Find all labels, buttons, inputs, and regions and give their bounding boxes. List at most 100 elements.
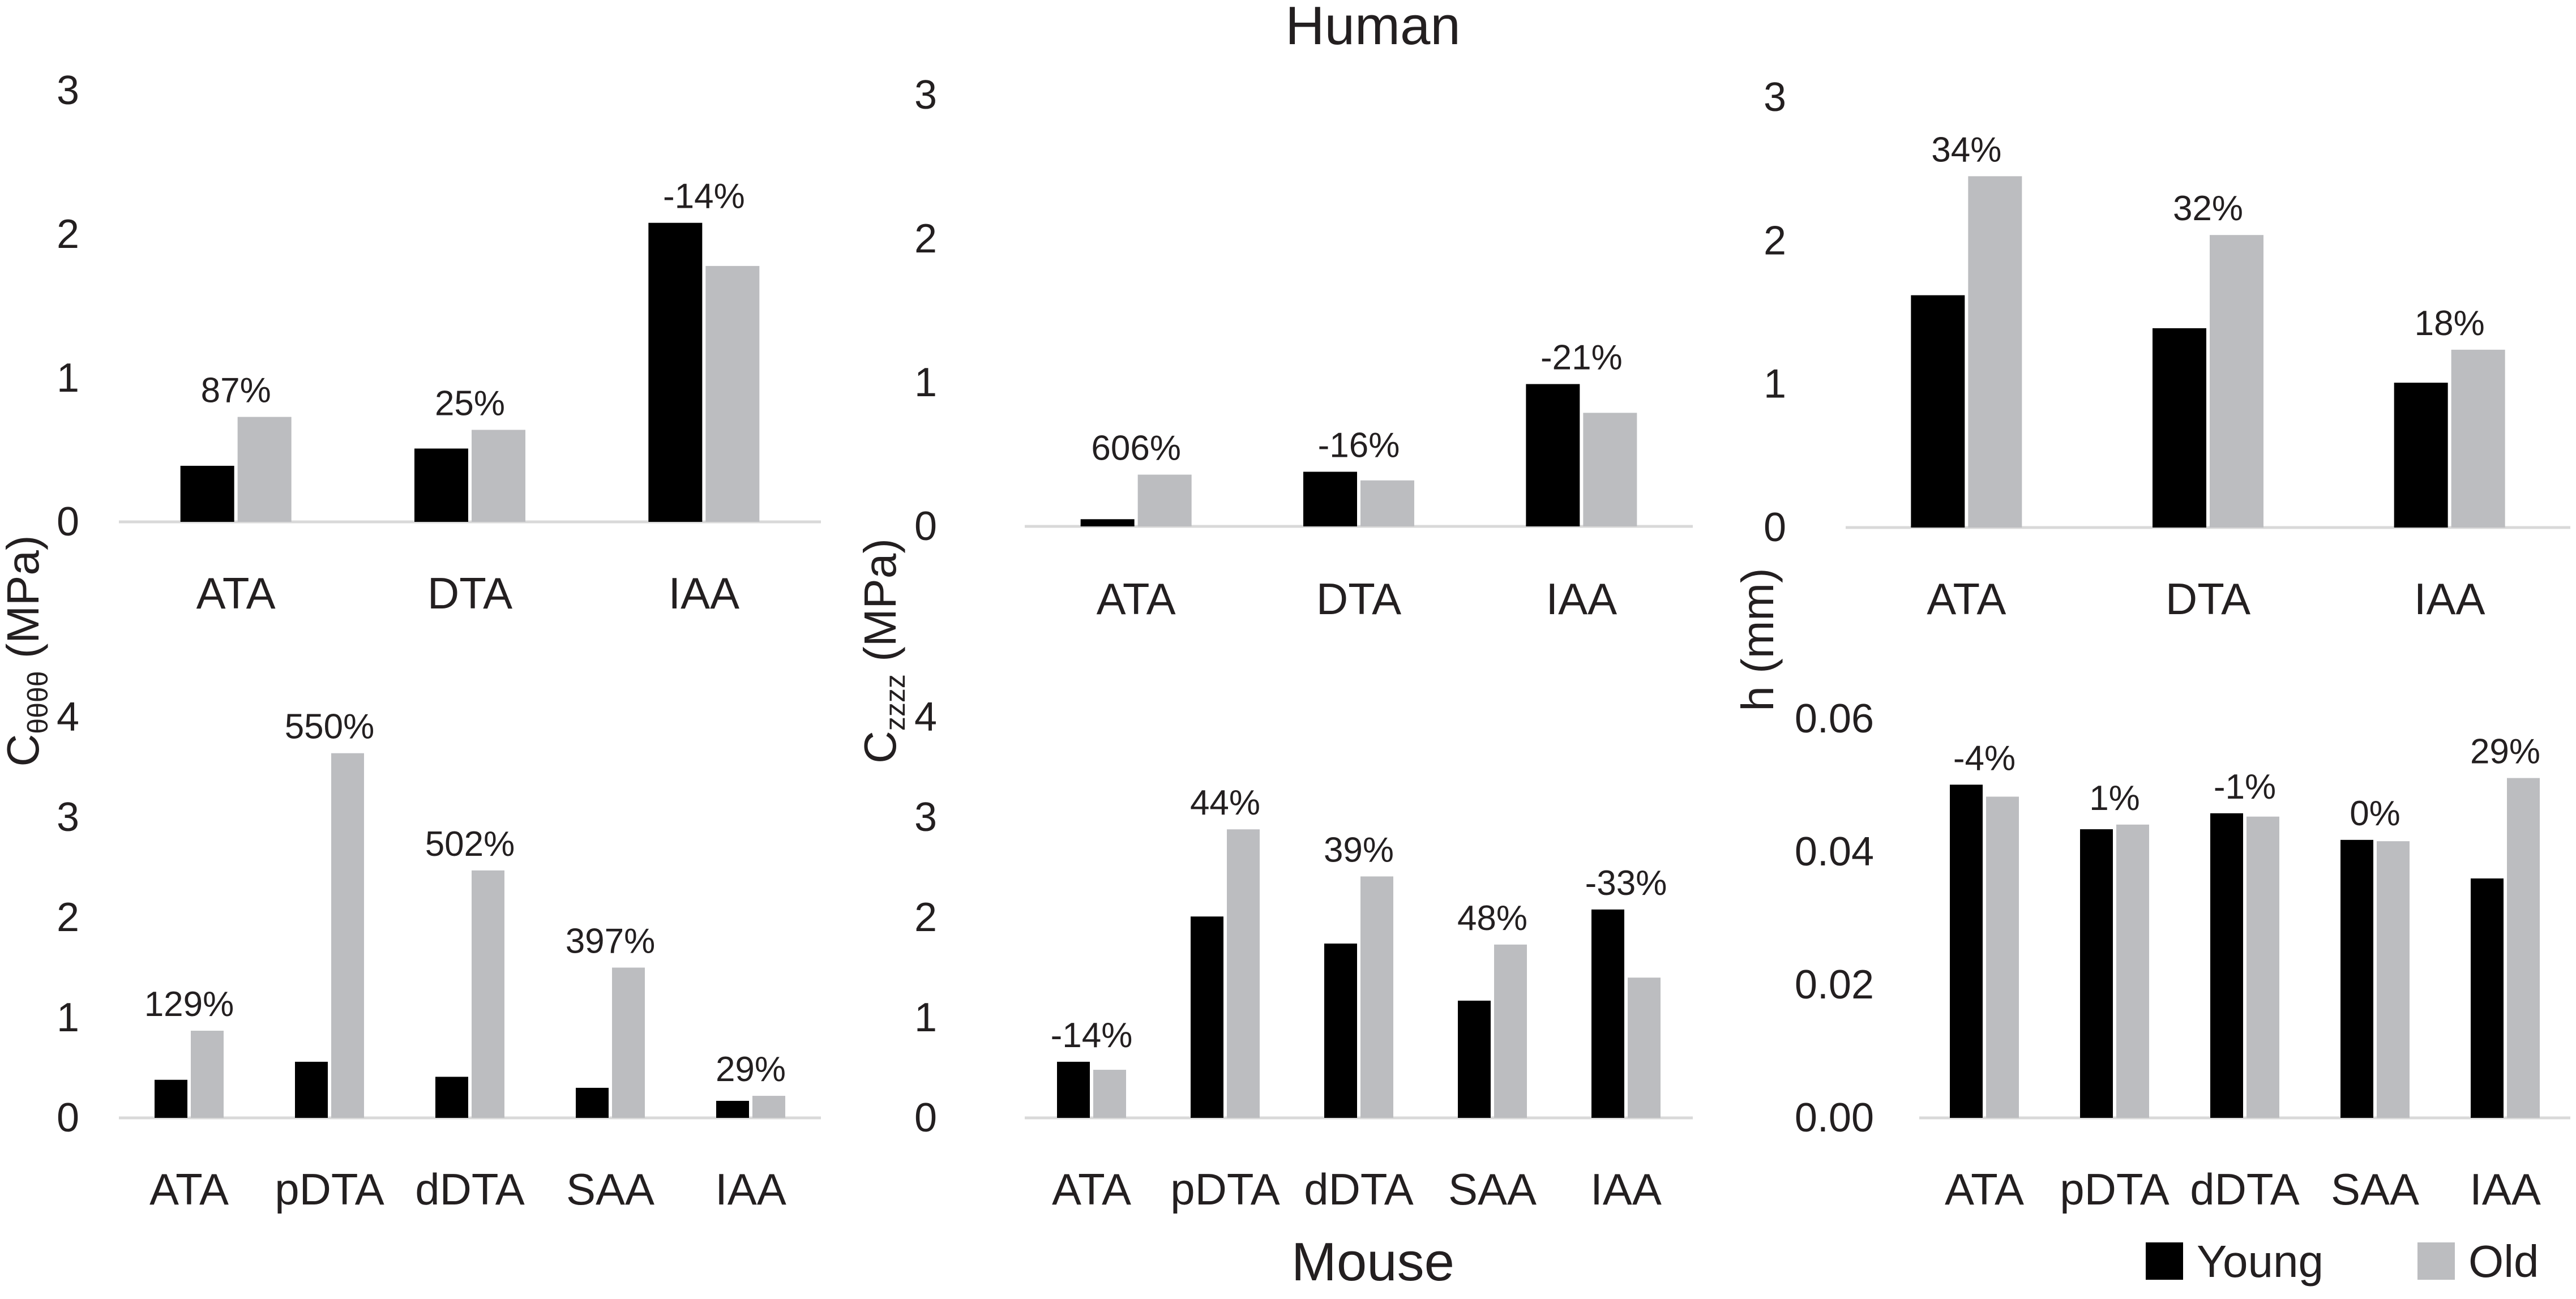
- y-tick-label: 3: [914, 795, 937, 840]
- y-tick-label: 2: [914, 216, 937, 261]
- bar-old: [331, 753, 364, 1118]
- x-category-label: ATA: [149, 1164, 229, 1214]
- x-category-label: DTA: [2166, 574, 2250, 624]
- legend-old-label: Old: [2468, 1236, 2539, 1287]
- x-category-label: dDTA: [1304, 1164, 1414, 1214]
- percent-change-label: 25%: [435, 384, 505, 423]
- bar-old: [1583, 413, 1637, 526]
- panel-human_h: 0 1 2 3 34% ATA 32% DTA 18% IAA: [1764, 75, 2570, 624]
- bar-young: [2153, 328, 2206, 528]
- percent-change-label: 39%: [1324, 830, 1394, 869]
- bar-young: [155, 1079, 187, 1118]
- y-tick-label: 0: [57, 1095, 79, 1141]
- ylabel-c-z-sub: zzzz: [879, 674, 911, 731]
- bar-old: [2246, 816, 2279, 1118]
- bar-young: [2394, 383, 2448, 528]
- x-category-label: ATA: [196, 568, 276, 618]
- bar-young: [1526, 384, 1580, 526]
- y-tick-label: 0: [57, 499, 79, 545]
- ylabel-c-z-main: C: [855, 731, 905, 764]
- x-category-label: ATA: [1052, 1164, 1131, 1214]
- x-category-label: ATA: [1945, 1164, 2024, 1214]
- x-category-label: IAA: [1546, 574, 1617, 624]
- x-category-label: SAA: [566, 1164, 654, 1214]
- percent-change-label: 48%: [1457, 899, 1527, 938]
- x-category-label: pDTA: [2060, 1164, 2170, 1214]
- bar-old: [752, 1096, 785, 1118]
- percent-change-label: 34%: [1931, 130, 2001, 169]
- panel-mouse_c_theta: 0 1 2 3 4 129% ATA 550% pDTA 502% dDTA 397% SAA 29% IA…: [57, 694, 821, 1214]
- bar-old: [2210, 235, 2263, 528]
- bar-old: [2507, 778, 2540, 1118]
- y-tick-label: 3: [914, 72, 937, 118]
- x-category-label: DTA: [427, 568, 512, 618]
- legend-young-swatch: [2146, 1242, 2183, 1280]
- bar-young: [180, 465, 234, 522]
- ylabel-c-theta-unit: (MPa): [0, 535, 48, 671]
- x-category-label: SAA: [2331, 1164, 2419, 1214]
- x-category-label: IAA: [2414, 574, 2485, 624]
- bar-young: [1911, 295, 1965, 528]
- y-tick-label: 4: [57, 694, 79, 740]
- y-tick-label: 3: [1764, 75, 1786, 120]
- bar-young: [295, 1061, 328, 1118]
- bar-old: [1360, 480, 1414, 526]
- bar-old: [1968, 176, 2022, 528]
- bar-young: [1324, 944, 1357, 1118]
- percent-change-label: 44%: [1190, 783, 1260, 822]
- y-tick-label: 1: [1764, 362, 1786, 407]
- y-tick-label: 3: [57, 68, 79, 113]
- bar-old: [2377, 841, 2410, 1118]
- percent-change-label: 397%: [566, 922, 656, 961]
- y-tick-label: 1: [914, 995, 937, 1040]
- x-category-label: SAA: [1448, 1164, 1537, 1214]
- percent-change-label: -14%: [663, 177, 745, 216]
- x-category-label: ATA: [1927, 574, 2006, 624]
- ylabel-h: h (mm): [1732, 568, 1783, 711]
- y-tick-label: 0: [914, 504, 937, 549]
- bar-old: [472, 430, 525, 522]
- x-category-label: ATA: [1097, 574, 1176, 624]
- percent-change-label: 550%: [285, 708, 375, 747]
- bar-old: [2451, 349, 2505, 528]
- y-tick-label: 4: [914, 694, 937, 740]
- percent-change-label: -14%: [1051, 1016, 1133, 1055]
- legend: Young Old: [2146, 1236, 2539, 1287]
- percent-change-label: 18%: [2415, 304, 2485, 343]
- bar-old: [237, 417, 292, 522]
- panel-mouse_c_z: 0 1 2 3 4 -14% ATA 44% pDTA 39% dDTA 48% SAA -33% IAA: [914, 694, 1693, 1214]
- bar-old: [1360, 876, 1393, 1118]
- x-category-label: DTA: [1316, 574, 1401, 624]
- bar-young: [1191, 916, 1223, 1118]
- bar-young: [2471, 878, 2504, 1118]
- percent-change-label: -21%: [1541, 338, 1623, 378]
- ylabel-c-theta: Cθθθθ (MPa): [0, 535, 54, 766]
- bar-old: [1137, 474, 1192, 526]
- legend-old-swatch: [2417, 1242, 2455, 1280]
- y-tick-label: 2: [914, 895, 937, 940]
- bar-young: [2340, 839, 2373, 1118]
- percent-change-label: 129%: [144, 985, 234, 1024]
- bar-young: [716, 1100, 749, 1118]
- bar-old: [1986, 796, 2019, 1118]
- y-tick-label: 0: [1764, 505, 1786, 550]
- x-category-label: IAA: [2470, 1164, 2541, 1214]
- ylabel-c-theta-main: C: [0, 734, 48, 767]
- x-category-label: dDTA: [2190, 1164, 2300, 1214]
- y-tick-label: 0.00: [1795, 1095, 1874, 1141]
- percent-change-label: 1%: [2089, 779, 2140, 818]
- legend-young-label: Young: [2197, 1236, 2323, 1287]
- chart-panels: 0 1 2 3 87% ATA 25% DTA -14% IAA 0 1 2 3 606% ATA -16% DT…: [57, 68, 2570, 1214]
- bar-old: [612, 967, 645, 1118]
- x-category-label: IAA: [1590, 1164, 1662, 1214]
- bar-old: [1227, 829, 1260, 1118]
- y-tick-label: 0: [914, 1095, 937, 1141]
- ylabel-c-theta-sub: θθθθ: [22, 671, 54, 734]
- percent-change-label: 502%: [425, 825, 515, 864]
- bar-young: [2210, 813, 2243, 1118]
- x-category-label: pDTA: [275, 1164, 384, 1214]
- ylabel-c-z-unit: (MPa): [855, 538, 905, 674]
- y-tick-label: 2: [1764, 218, 1786, 263]
- panel-human_c_z: 0 1 2 3 606% ATA -16% DTA -21% IAA: [914, 72, 1693, 624]
